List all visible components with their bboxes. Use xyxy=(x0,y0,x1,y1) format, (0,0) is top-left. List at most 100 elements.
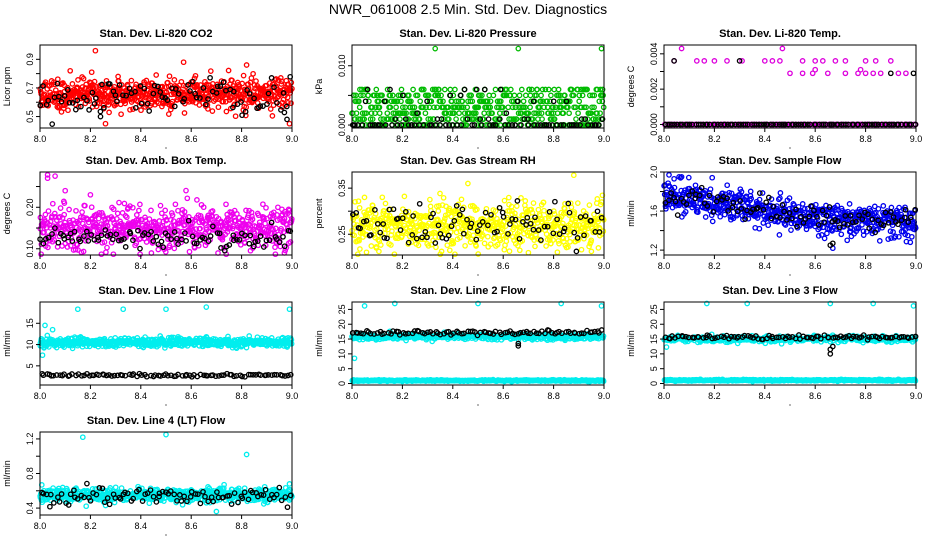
data-point xyxy=(81,233,87,239)
data-point xyxy=(566,110,572,117)
data-point xyxy=(381,208,387,214)
data-point xyxy=(133,212,140,218)
data-point xyxy=(539,116,545,122)
data-point xyxy=(374,220,381,227)
data-point xyxy=(490,92,497,99)
data-point xyxy=(42,322,48,329)
panel-licor-co2: Stan. Dev. Li-820 CO2 8.0 8.2 8.4 8.6 8.8 9.0… xyxy=(0,28,312,149)
data-point xyxy=(538,92,544,99)
data-point xyxy=(860,232,867,238)
y-tick-label: 0.20 xyxy=(25,199,35,217)
data-point xyxy=(435,92,442,99)
data-point xyxy=(479,92,485,99)
data-point xyxy=(597,110,603,117)
data-point xyxy=(397,116,403,122)
data-point xyxy=(110,206,117,213)
data-point xyxy=(460,104,467,111)
data-point xyxy=(181,110,188,116)
data-point xyxy=(714,194,721,200)
data-point xyxy=(384,86,391,93)
data-point xyxy=(550,230,557,237)
data-point xyxy=(826,204,833,210)
data-point xyxy=(387,104,394,111)
data-point xyxy=(263,372,269,378)
data-point xyxy=(42,211,49,218)
data-point xyxy=(514,98,521,105)
data-point xyxy=(473,86,480,93)
data-point xyxy=(65,107,71,114)
data-point xyxy=(402,208,409,215)
data-point xyxy=(455,224,461,231)
data-point xyxy=(284,94,291,101)
data-point xyxy=(157,202,164,209)
data-point xyxy=(107,231,114,238)
data-point xyxy=(902,206,909,213)
data-point xyxy=(529,209,536,216)
data-point xyxy=(812,66,819,73)
data-point xyxy=(55,93,62,100)
data-point xyxy=(368,243,375,249)
data-point xyxy=(216,230,223,237)
data-point xyxy=(859,216,866,223)
data-point xyxy=(106,81,113,87)
data-point xyxy=(492,122,499,128)
data-point xyxy=(836,224,843,231)
data-point xyxy=(528,206,535,213)
x-axis: 8.0 8.2 8.4 8.6 8.8 9.0 xyxy=(658,255,922,271)
series-primary xyxy=(661,45,919,128)
data-point xyxy=(75,77,81,83)
data-point xyxy=(784,216,790,223)
data-point xyxy=(61,371,67,378)
data-point xyxy=(453,98,460,105)
data-point xyxy=(225,67,232,74)
data-point xyxy=(515,45,522,52)
data-point xyxy=(907,239,914,246)
data-point xyxy=(286,306,293,313)
data-point xyxy=(122,213,129,219)
data-point xyxy=(269,113,276,119)
data-point xyxy=(183,238,189,244)
data-point xyxy=(560,220,566,227)
data-point xyxy=(278,107,284,113)
x-axis-label-mark xyxy=(165,274,167,276)
data-point xyxy=(511,92,518,99)
data-point xyxy=(192,72,199,79)
panel-amb-box-temp: Stan. Dev. Amb. Box Temp. 8.0 8.2 8.4 8.6 8.… xyxy=(0,155,312,276)
y-axis-label: percent xyxy=(314,198,324,229)
data-point xyxy=(230,232,237,239)
plot-frame xyxy=(351,171,605,256)
data-point xyxy=(76,217,83,224)
data-point xyxy=(671,184,678,191)
data-point xyxy=(100,372,107,378)
data-point xyxy=(354,251,361,258)
data-point xyxy=(821,235,828,242)
data-point xyxy=(247,371,254,378)
data-point xyxy=(365,92,372,99)
data-point xyxy=(60,232,67,239)
data-point xyxy=(588,217,594,224)
data-point xyxy=(284,116,290,123)
data-point xyxy=(543,231,550,237)
data-point xyxy=(172,201,179,208)
x-tick-label: 9.0 xyxy=(598,134,611,144)
data-point xyxy=(678,174,685,180)
y-tick-label: 5 xyxy=(25,363,35,368)
data-point xyxy=(821,219,827,226)
data-point xyxy=(72,246,79,253)
data-point xyxy=(108,239,115,246)
data-point xyxy=(189,78,196,85)
data-point xyxy=(790,121,797,128)
data-point xyxy=(694,209,701,216)
data-point xyxy=(138,107,144,114)
x-tick-label: 8.4 xyxy=(135,134,148,144)
data-point xyxy=(114,210,121,217)
data-point xyxy=(432,45,439,52)
data-point xyxy=(373,104,379,111)
data-point xyxy=(234,236,240,243)
x-axis: 8.0 8.2 8.4 8.6 8.8 9.0 xyxy=(658,128,922,144)
panel-line2-flow: Stan. Dev. Line 2 Flow 8.0 8.2 8.4 8.6 8.8 9.… xyxy=(312,285,624,406)
data-point xyxy=(197,225,203,232)
data-point xyxy=(866,225,873,232)
x-tick-label: 8.2 xyxy=(84,134,97,144)
data-point xyxy=(260,244,267,250)
